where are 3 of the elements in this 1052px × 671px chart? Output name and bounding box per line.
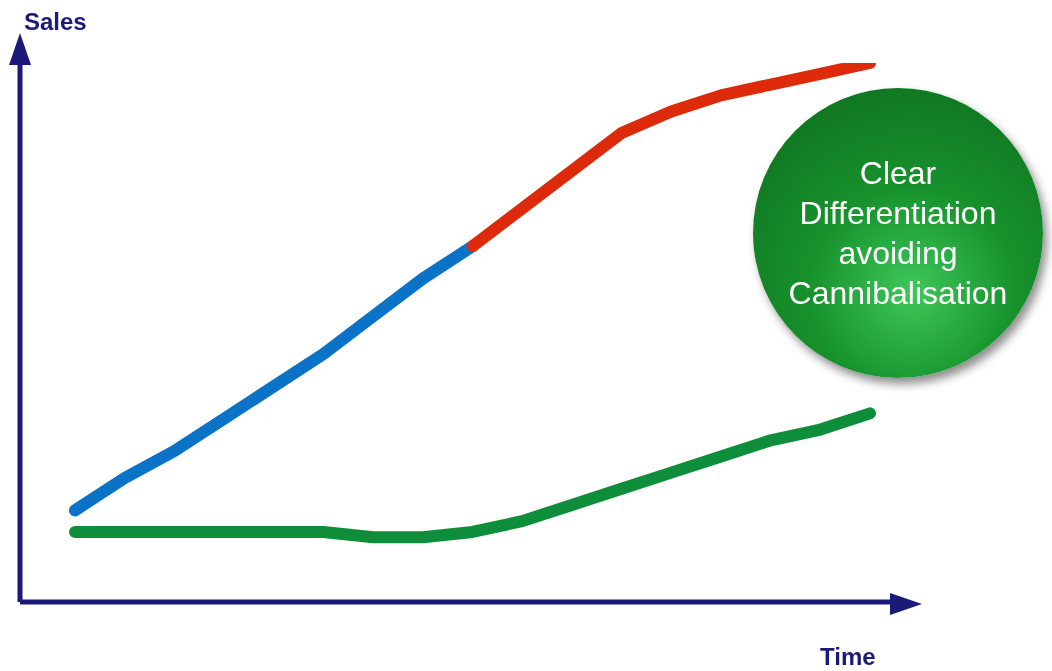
- annotation: Clear Differentiation avoiding Cannibalisation: [787, 154, 1009, 313]
- x-axis-title: Time: [820, 643, 876, 671]
- y-axis-title: Sales: [24, 8, 87, 36]
